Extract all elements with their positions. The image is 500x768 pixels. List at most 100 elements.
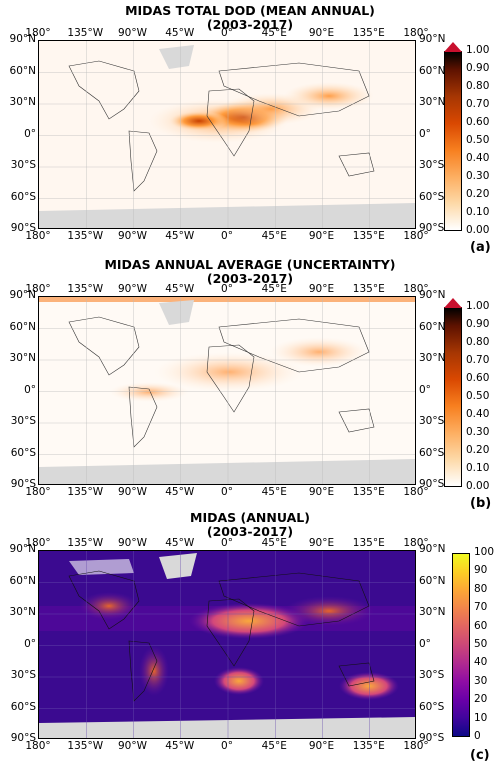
lat-tick-right: 90°N (419, 289, 446, 301)
lat-tick-left: 60°S (10, 190, 36, 203)
panel-b-map (38, 296, 416, 485)
panel-c-map (38, 550, 416, 739)
colorbar-tick: 0.10 (466, 206, 490, 218)
lat-tick-right: 60°N (419, 64, 446, 77)
lon-tick-top: 90°E (308, 27, 335, 39)
colorbar-tick: 0.10 (466, 462, 490, 474)
lon-tick-bottom: 45°W (165, 486, 195, 498)
lon-tick-bottom: 135°E (352, 486, 385, 498)
lon-tick-top: 180° (25, 283, 51, 295)
colorbar-tick: 0.40 (466, 408, 490, 420)
colorbar-tick: 20 (474, 693, 488, 706)
lat-tick-right: 60°S (419, 446, 445, 459)
lon-tick-bottom: 45°E (261, 740, 287, 752)
lon-tick-bottom: 90°E (308, 740, 335, 752)
colorbar-tick: 80 (474, 582, 488, 595)
lon-tick-top: 45°W (165, 537, 195, 549)
lat-tick-left: 30°N (9, 96, 36, 108)
lon-tick-bottom: 90°E (308, 486, 335, 498)
colorbar-tick: 30 (474, 674, 488, 687)
lon-tick-top: 180° (403, 537, 429, 549)
colorbar-tick: 50 (474, 638, 488, 650)
lon-tick-bottom: 180° (403, 486, 429, 498)
colorbar-tick: 0.00 (466, 480, 490, 492)
lon-tick-top: 90°W (118, 537, 147, 549)
lon-tick-top: 90°E (308, 537, 335, 549)
lat-tick-right: 0° (419, 383, 431, 396)
colorbar-tick: 0.70 (466, 354, 490, 366)
lon-tick-bottom: 45°W (165, 740, 195, 752)
panel-label: (b) (470, 496, 492, 511)
colorbar-tick: 100 (474, 546, 495, 558)
lat-tick-left: 90°N (9, 543, 36, 555)
lat-tick-left: 30°S (10, 159, 36, 171)
colorbar-tick: 90 (474, 564, 488, 577)
lon-tick-top: 135°W (67, 537, 104, 549)
lat-tick-left: 30°N (9, 606, 36, 618)
colorbar-tick: 0 (474, 730, 481, 742)
lon-tick-top: 135°E (352, 283, 385, 295)
lat-tick-left: 90°S (10, 478, 36, 490)
lat-tick-right: 60°S (419, 700, 445, 713)
lat-tick-right: 90°S (419, 732, 445, 744)
colorbar-tick: 0.30 (466, 170, 490, 182)
lon-tick-top: 135°E (352, 537, 385, 549)
colorbar-tick: 0.70 (466, 98, 490, 110)
lat-tick-right: 90°N (419, 33, 446, 45)
lat-tick-left: 30°N (9, 352, 36, 364)
lat-tick-left: 0° (24, 637, 36, 650)
lat-tick-left: 60°S (10, 446, 36, 459)
lon-tick-bottom: 135°W (67, 740, 104, 752)
colorbar-tick: 0.20 (466, 188, 490, 200)
lat-tick-right: 90°S (419, 478, 445, 490)
panel-b-title: MIDAS ANNUAL AVERAGE (UNCERTAINTY) (104, 257, 396, 272)
lon-tick-top: 135°W (67, 283, 104, 295)
lon-tick-bottom: 90°W (118, 230, 147, 242)
lon-tick-top: 0° (221, 537, 233, 549)
lon-tick-top: 45°W (165, 283, 195, 295)
colorbar-tick: 0.90 (466, 318, 490, 330)
panel-label: (a) (470, 240, 491, 255)
lon-tick-bottom: 135°E (352, 230, 385, 242)
colorbar-tick: 0.50 (466, 134, 490, 146)
lon-tick-top: 180° (25, 537, 51, 549)
lat-tick-left: 0° (24, 383, 36, 396)
colorbar-tick: 60 (474, 619, 488, 632)
panel-a-title: MIDAS TOTAL DOD (MEAN ANNUAL) (125, 3, 375, 18)
lat-tick-left: 60°S (10, 700, 36, 713)
panel-c-subtitle: (2003-2017) (206, 524, 294, 539)
lon-tick-bottom: 180° (25, 486, 51, 498)
panel-b-colorbar (444, 307, 462, 487)
lon-tick-top: 0° (221, 27, 233, 39)
lon-tick-bottom: 180° (403, 740, 429, 752)
lon-tick-top: 180° (403, 27, 429, 39)
lon-tick-top: 180° (403, 283, 429, 295)
lon-tick-top: 45°E (261, 283, 287, 295)
colorbar-tick: 0.80 (466, 80, 490, 92)
lon-tick-top: 135°E (352, 27, 385, 39)
lon-tick-bottom: 90°W (118, 740, 147, 752)
lon-tick-bottom: 135°W (67, 486, 104, 498)
panel-c-title: MIDAS (ANNUAL) (190, 510, 310, 525)
lon-tick-bottom: 135°E (352, 740, 385, 752)
lat-tick-right: 90°S (419, 222, 445, 234)
lon-tick-bottom: 45°E (261, 486, 287, 498)
lon-tick-bottom: 45°E (261, 230, 287, 242)
lat-tick-right: 30°N (419, 352, 446, 364)
panel-b-subtitle: (2003-2017) (206, 271, 294, 286)
lat-tick-left: 30°S (10, 415, 36, 427)
panel-a-colorbar (444, 51, 462, 231)
colorbar-tick: 1.00 (466, 44, 490, 56)
colorbar-tick: 0.00 (466, 224, 490, 236)
lat-tick-left: 90°S (10, 732, 36, 744)
colorbar-tick: 10 (474, 711, 488, 724)
panel-label: (c) (470, 748, 490, 763)
colorbar-tick: 0.50 (466, 390, 490, 402)
colorbar-tick: 0.60 (466, 116, 490, 128)
lon-tick-bottom: 180° (25, 740, 51, 752)
lon-tick-top: 45°W (165, 27, 195, 39)
lon-tick-top: 0° (221, 283, 233, 295)
panel-a-colorbar-extend (444, 42, 462, 52)
colorbar-tick: 0.60 (466, 372, 490, 384)
